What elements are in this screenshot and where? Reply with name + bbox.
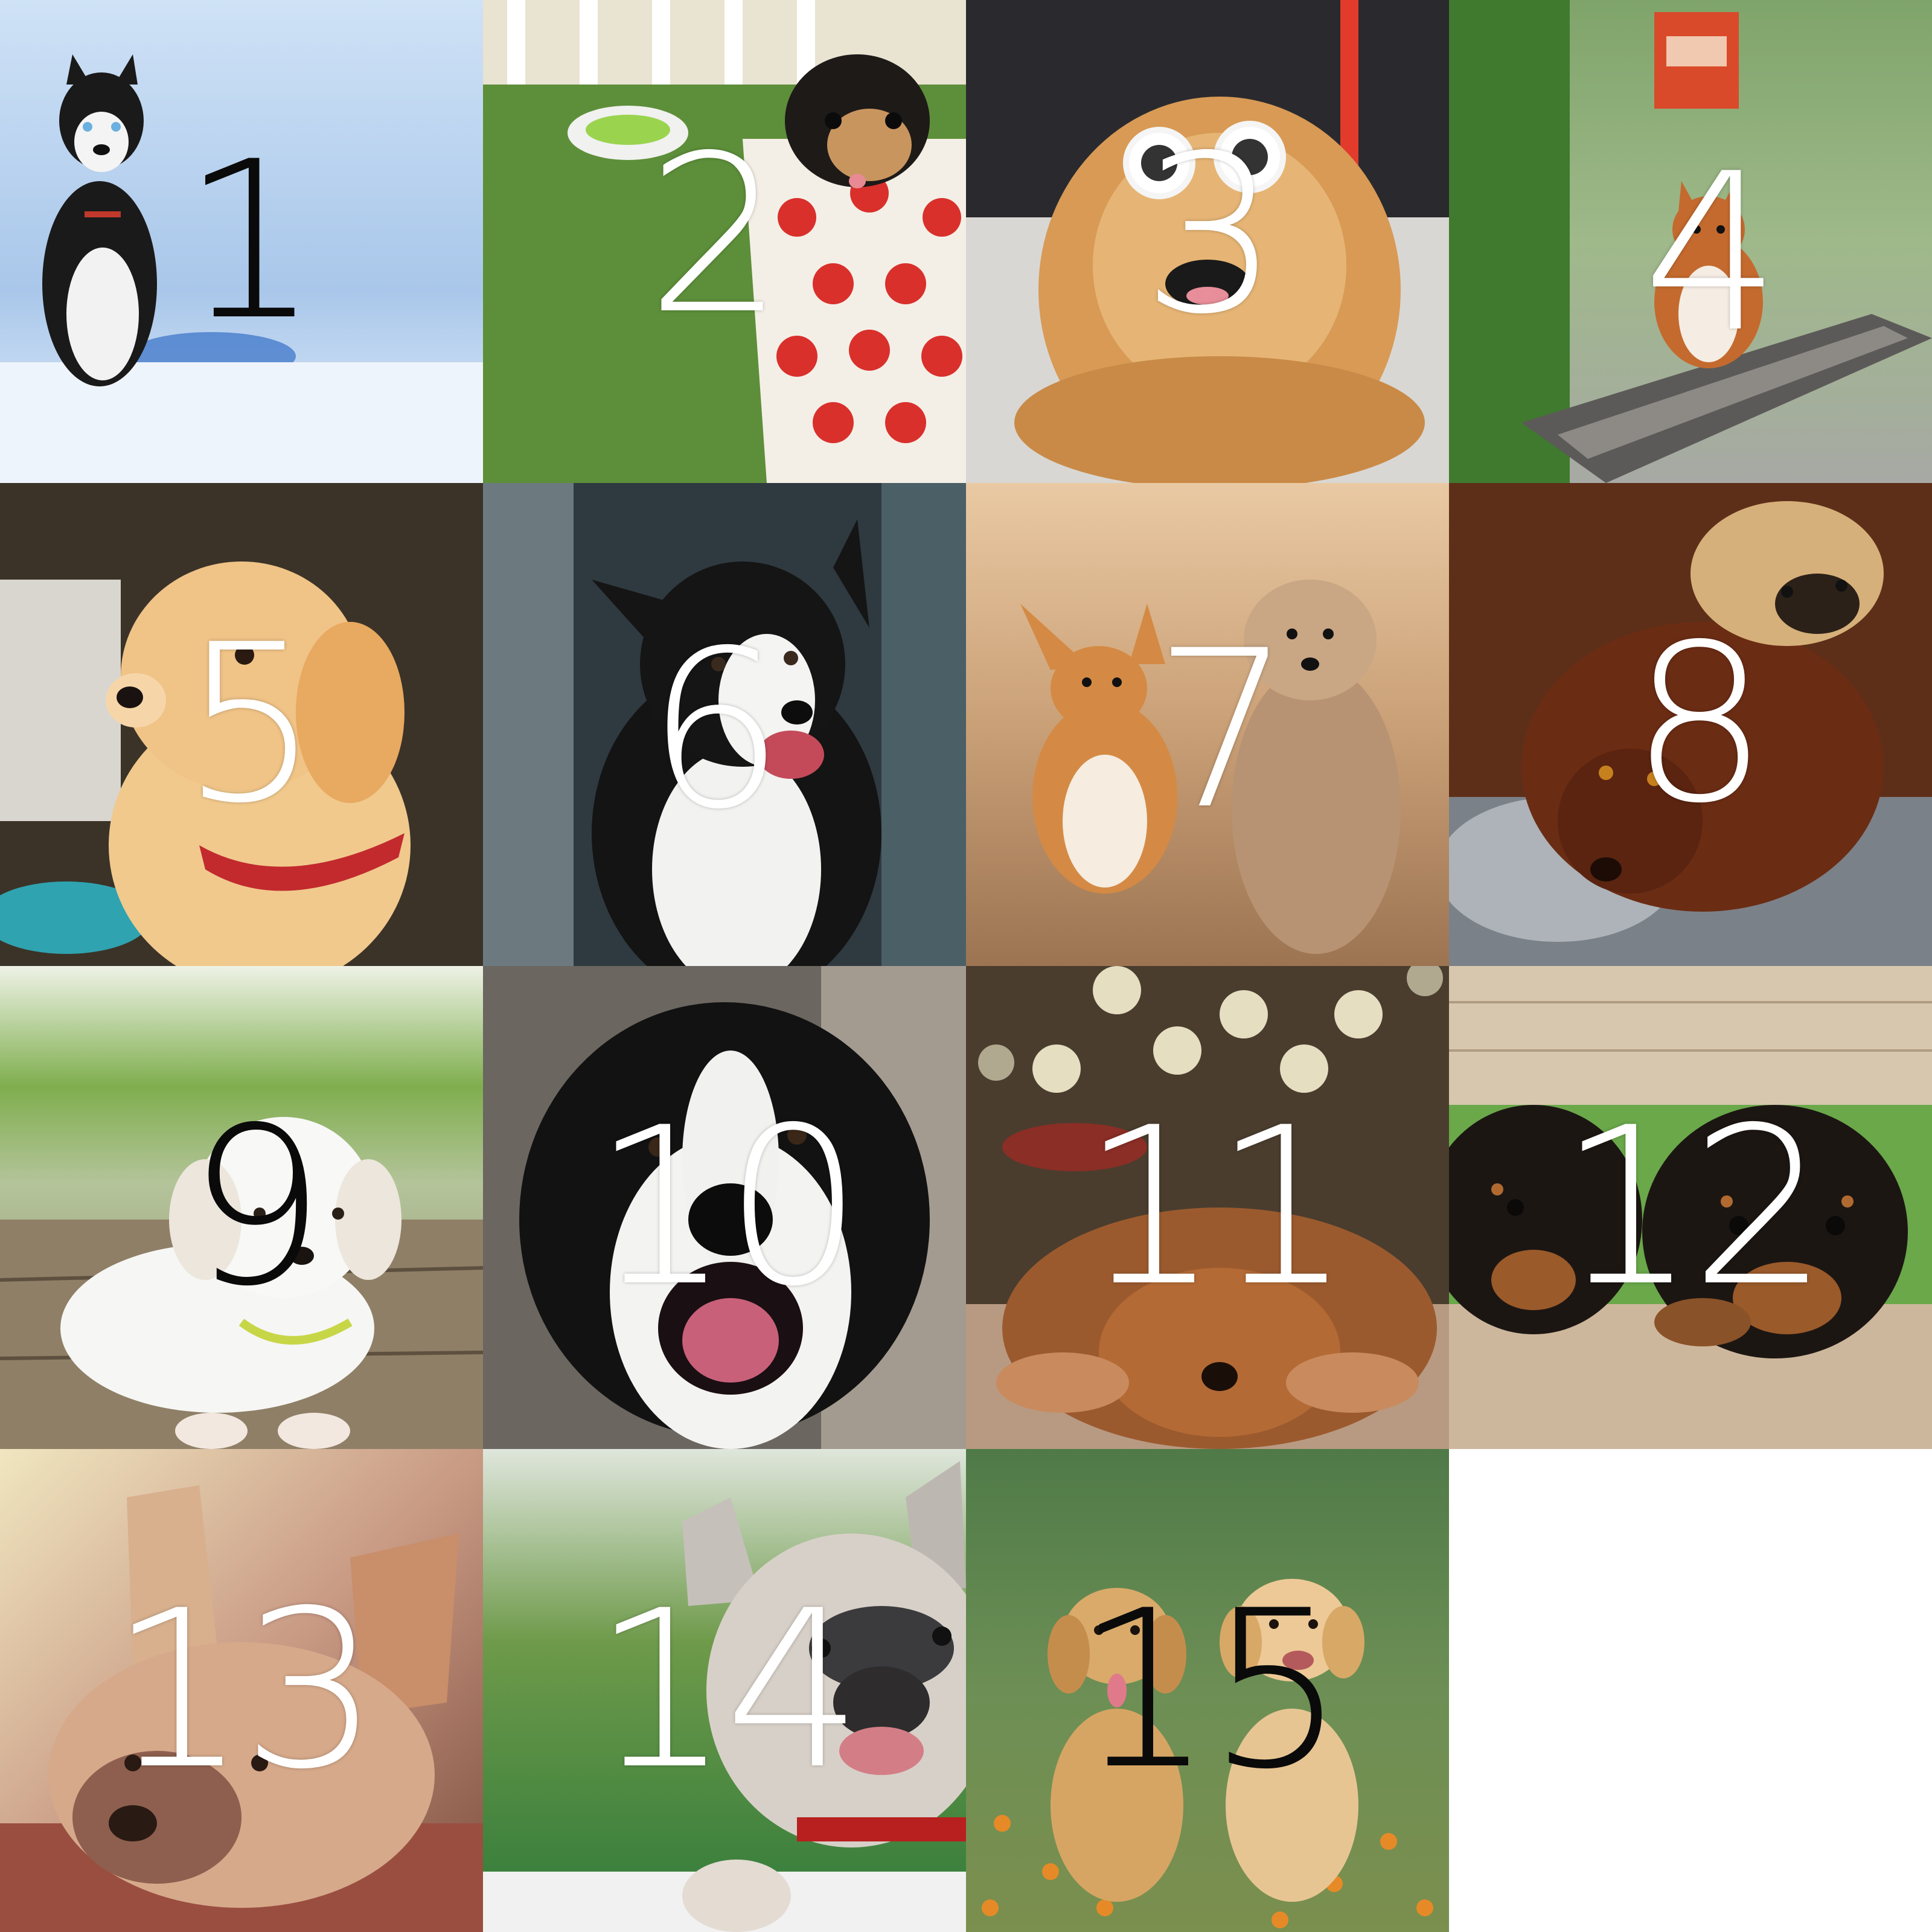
tile-12: 12 <box>1449 966 1932 1449</box>
tile-3: 3 <box>966 0 1449 483</box>
rottweiler-puppies-photo <box>1449 966 1932 1449</box>
chow-chow-photo <box>966 0 1449 483</box>
tile-1: 1 <box>0 0 483 483</box>
two-golden-puppies-photo <box>966 1449 1449 1932</box>
golden-puppy-photo <box>0 483 483 966</box>
french-bulldog-lying-photo <box>0 1449 483 1932</box>
sleeping-puppy-photo <box>966 966 1449 1449</box>
chihuahua-puppy-photo <box>483 0 966 483</box>
tile-15: 15 <box>966 1449 1449 1932</box>
tile-8: 8 <box>1449 483 1932 966</box>
tile-4: 4 <box>1449 0 1932 483</box>
tile-10: 10 <box>483 966 966 1449</box>
tile-5: 5 <box>0 483 483 966</box>
tile-6: 6 <box>483 483 966 966</box>
french-bulldog-peeking-photo <box>483 1449 966 1932</box>
tile-11: 11 <box>966 966 1449 1449</box>
corgi-and-terrier-photo <box>966 483 1449 966</box>
white-puppy-photo <box>0 966 483 1449</box>
tile-7: 7 <box>966 483 1449 966</box>
husky-puppy-photo <box>0 0 483 483</box>
border-collie-photo <box>483 483 966 966</box>
empty-cell <box>1449 1449 1932 1932</box>
tile-2: 2 <box>483 0 966 483</box>
tile-13: 13 <box>0 1449 483 1932</box>
tile-14: 14 <box>483 1449 966 1932</box>
corgi-on-tracks-photo <box>1449 0 1932 483</box>
border-collie-closeup-photo <box>483 966 966 1449</box>
tile-9: 9 <box>0 966 483 1449</box>
spaniel-and-pug-photo <box>1449 483 1932 966</box>
